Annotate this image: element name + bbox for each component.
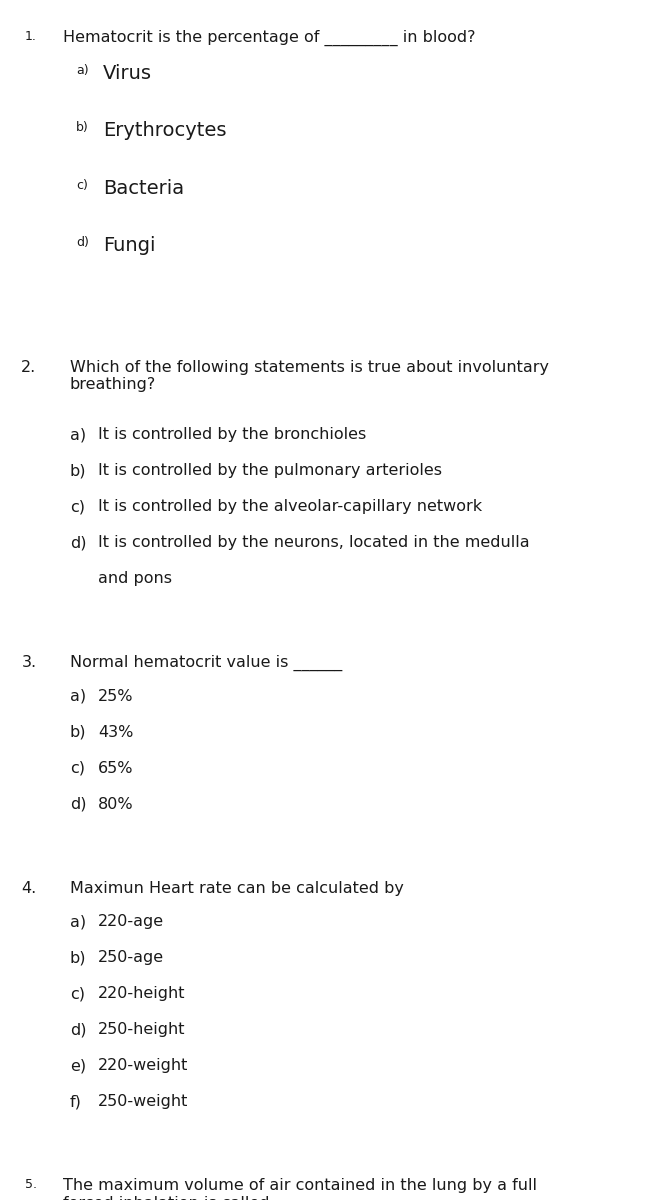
Text: 65%: 65% bbox=[98, 761, 133, 776]
Text: c): c) bbox=[70, 986, 85, 1002]
Text: c): c) bbox=[70, 761, 85, 776]
Text: Maximun Heart rate can be calculated by: Maximun Heart rate can be calculated by bbox=[70, 881, 404, 896]
Text: It is controlled by the bronchioles: It is controlled by the bronchioles bbox=[98, 427, 367, 443]
Text: e): e) bbox=[70, 1058, 86, 1074]
Text: c): c) bbox=[70, 499, 85, 515]
Text: Normal hematocrit value is ______: Normal hematocrit value is ______ bbox=[70, 655, 342, 672]
Text: b): b) bbox=[76, 121, 89, 134]
Text: Which of the following statements is true about involuntary
breathing?: Which of the following statements is tru… bbox=[70, 360, 548, 392]
Text: It is controlled by the neurons, located in the medulla: It is controlled by the neurons, located… bbox=[98, 535, 530, 551]
Text: d): d) bbox=[76, 236, 89, 250]
Text: 4.: 4. bbox=[21, 881, 37, 896]
Text: 220-age: 220-age bbox=[98, 914, 165, 930]
Text: d): d) bbox=[70, 535, 86, 551]
Text: b): b) bbox=[70, 950, 86, 966]
Text: It is controlled by the pulmonary arterioles: It is controlled by the pulmonary arteri… bbox=[98, 463, 442, 479]
Text: 1.: 1. bbox=[25, 30, 37, 43]
Text: It is controlled by the alveolar-capillary network: It is controlled by the alveolar-capilla… bbox=[98, 499, 483, 515]
Text: a): a) bbox=[70, 914, 86, 930]
Text: Fungi: Fungi bbox=[103, 236, 155, 256]
Text: Bacteria: Bacteria bbox=[103, 179, 184, 198]
Text: d): d) bbox=[70, 1022, 86, 1038]
Text: b): b) bbox=[70, 463, 86, 479]
Text: 2.: 2. bbox=[21, 360, 37, 376]
Text: 5.: 5. bbox=[25, 1178, 37, 1192]
Text: 250-age: 250-age bbox=[98, 950, 165, 966]
Text: 43%: 43% bbox=[98, 725, 133, 740]
Text: 250-height: 250-height bbox=[98, 1022, 186, 1038]
Text: 220-weight: 220-weight bbox=[98, 1058, 189, 1074]
Text: Virus: Virus bbox=[103, 64, 152, 83]
Text: 250-weight: 250-weight bbox=[98, 1094, 189, 1110]
Text: a): a) bbox=[70, 427, 86, 443]
Text: and pons: and pons bbox=[98, 571, 172, 587]
Text: d): d) bbox=[70, 797, 86, 812]
Text: f): f) bbox=[70, 1094, 82, 1110]
Text: 25%: 25% bbox=[98, 689, 133, 704]
Text: b): b) bbox=[70, 725, 86, 740]
Text: c): c) bbox=[76, 179, 88, 192]
Text: 80%: 80% bbox=[98, 797, 134, 812]
Text: Hematocrit is the percentage of _________ in blood?: Hematocrit is the percentage of ________… bbox=[63, 30, 475, 47]
Text: Erythrocytes: Erythrocytes bbox=[103, 121, 226, 140]
Text: a): a) bbox=[70, 689, 86, 704]
Text: a): a) bbox=[76, 64, 89, 77]
Text: 220-height: 220-height bbox=[98, 986, 186, 1002]
Text: 3.: 3. bbox=[21, 655, 37, 671]
Text: The maximum volume of air contained in the lung by a full
forced inhalation is c: The maximum volume of air contained in t… bbox=[63, 1178, 537, 1200]
